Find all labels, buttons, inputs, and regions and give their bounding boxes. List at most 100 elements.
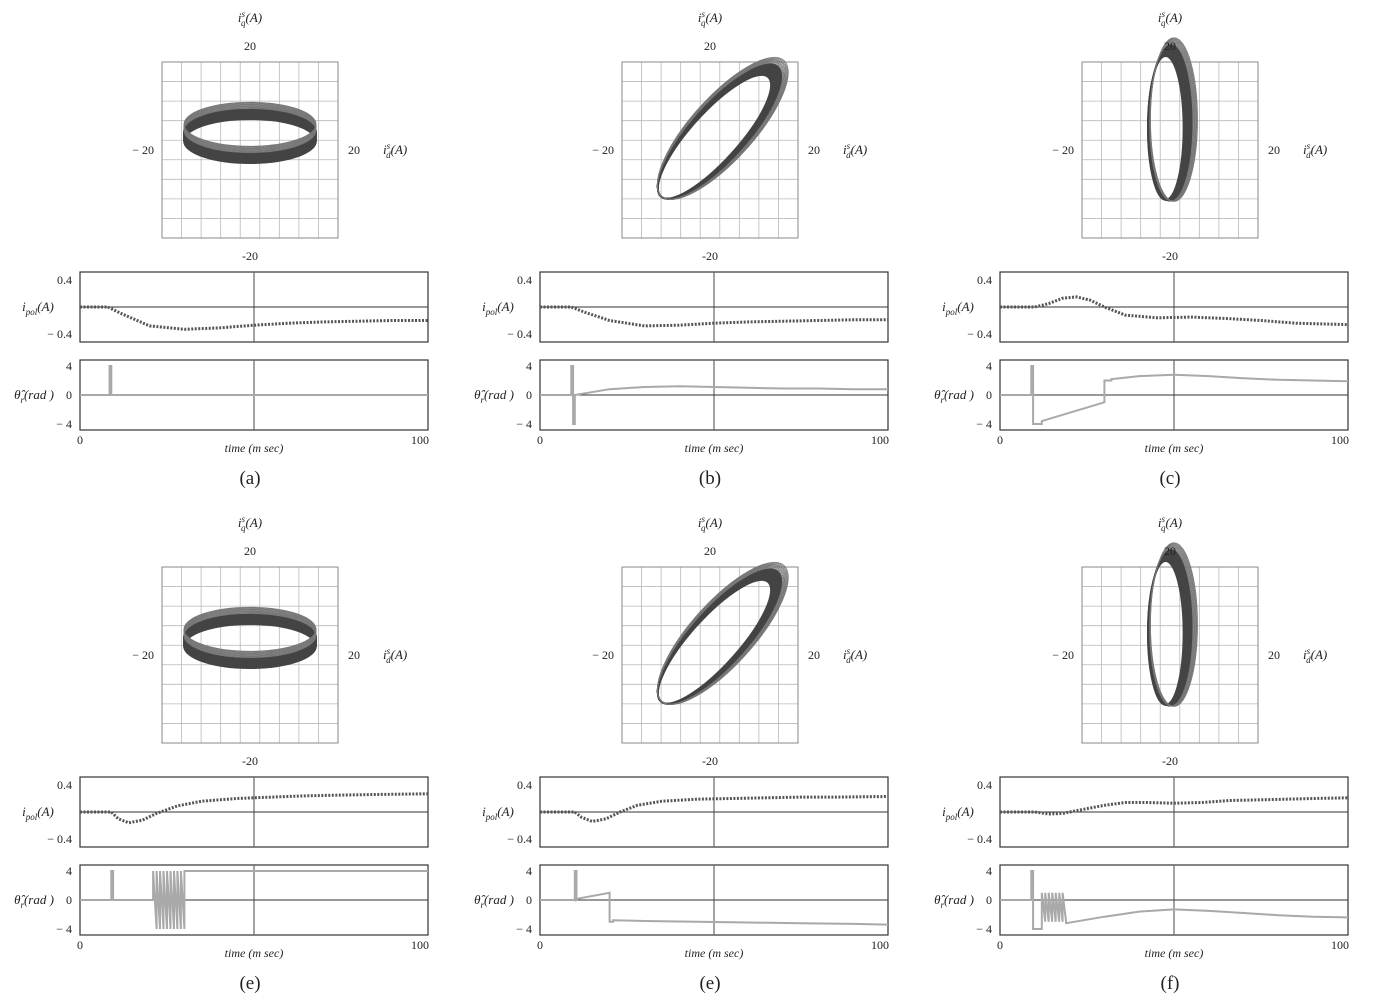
panel-caption: (e) xyxy=(239,973,260,994)
phase-ytick-bottom: -20 xyxy=(702,754,718,768)
theta-ytick-bottom: − 4 xyxy=(976,417,992,431)
ipol-plot-0 xyxy=(79,271,429,343)
phase-xtick-left: − 20 xyxy=(132,648,154,662)
phase-ytick-bottom: -20 xyxy=(1162,249,1178,263)
phase-ytick-top: 20 xyxy=(704,39,716,53)
phase-ylabel: is q(A) xyxy=(698,514,722,533)
phase-xtick-right: 20 xyxy=(1268,648,1280,662)
ipol-ylabel: ipol(A) xyxy=(482,804,514,822)
theta-series xyxy=(540,365,888,425)
ipol-ytick-bottom: − 0.4 xyxy=(967,832,992,846)
ipol-series xyxy=(80,792,429,825)
phase-ytick-bottom: -20 xyxy=(242,754,258,768)
theta-ytick-bottom: − 4 xyxy=(56,417,72,431)
theta-ylabel: θ̂r(rad ) xyxy=(934,387,974,405)
phase-frame xyxy=(1081,61,1259,239)
theta-xtick-right: 100 xyxy=(411,938,429,952)
theta-plot-1 xyxy=(539,359,889,431)
theta-ylabel: θ̂r(rad ) xyxy=(474,387,514,405)
ipol-ytick-top: 0.4 xyxy=(977,273,992,287)
theta-ytick-top: 4 xyxy=(986,864,992,878)
theta-series xyxy=(540,870,889,926)
phase-frame xyxy=(621,61,799,239)
theta-ytick-bottom: − 4 xyxy=(516,922,532,936)
phase-orbit xyxy=(1150,542,1198,707)
phase-xtick-right: 20 xyxy=(808,648,820,662)
theta-series xyxy=(1000,365,1349,425)
phase-frame xyxy=(161,566,339,744)
theta-series xyxy=(80,365,428,396)
phase-ylabel: is q(A) xyxy=(238,9,262,28)
phase-xtick-left: − 20 xyxy=(1052,143,1074,157)
ipol-plot-4 xyxy=(539,776,889,848)
phase-orbit xyxy=(656,56,789,200)
theta-ytick-bottom: − 4 xyxy=(56,922,72,936)
phase-xtick-left: − 20 xyxy=(592,648,614,662)
theta-xtick-right: 100 xyxy=(411,433,429,447)
theta-ytick-top: 4 xyxy=(986,359,992,373)
phase-xtick-right: 20 xyxy=(348,143,360,157)
phase-plot-2 xyxy=(1081,37,1259,239)
theta-xtick-left: 0 xyxy=(997,938,1003,952)
phase-orbit xyxy=(656,561,789,705)
theta-ytick-mid: 0 xyxy=(66,388,72,402)
theta-plot-3 xyxy=(79,864,429,936)
phase-orbit xyxy=(656,575,776,705)
phase-orbit xyxy=(657,579,772,705)
ipol-plot-3 xyxy=(79,776,429,848)
theta-ytick-top: 4 xyxy=(66,864,72,878)
ipol-series xyxy=(1000,295,1349,327)
theta-plot-4 xyxy=(539,864,889,936)
ipol-ytick-top: 0.4 xyxy=(57,778,72,792)
theta-xtick-left: 0 xyxy=(997,433,1003,447)
phase-ytick-bottom: -20 xyxy=(242,249,258,263)
theta-xlabel: time (m sec) xyxy=(1145,946,1204,960)
theta-xlabel: time (m sec) xyxy=(1145,441,1204,455)
theta-ytick-mid: 0 xyxy=(526,388,532,402)
theta-xtick-right: 100 xyxy=(871,938,889,952)
ipol-plot-2 xyxy=(999,271,1349,343)
phase-orbit xyxy=(656,70,776,200)
theta-ylabel: θ̂r(rad ) xyxy=(934,892,974,910)
phase-orbit xyxy=(657,74,772,200)
theta-ytick-mid: 0 xyxy=(526,893,532,907)
phase-xtick-left: − 20 xyxy=(132,143,154,157)
phase-plot-3 xyxy=(161,566,339,744)
theta-ytick-mid: 0 xyxy=(986,893,992,907)
phase-orbit xyxy=(656,575,776,705)
phase-ytick-top: 20 xyxy=(244,39,256,53)
panel-caption: (b) xyxy=(699,468,721,489)
phase-xtick-left: − 20 xyxy=(1052,648,1074,662)
theta-xtick-left: 0 xyxy=(537,938,543,952)
theta-xlabel: time (m sec) xyxy=(685,441,744,455)
theta-ytick-top: 4 xyxy=(526,864,532,878)
phase-ytick-top: 20 xyxy=(704,544,716,558)
phase-xlabel: is d(A) xyxy=(1303,646,1327,665)
phase-xtick-right: 20 xyxy=(1268,143,1280,157)
ipol-series xyxy=(540,305,888,328)
theta-series xyxy=(1000,870,1349,930)
ipol-series xyxy=(1000,796,1349,816)
phase-orbit xyxy=(183,101,317,147)
phase-xtick-right: 20 xyxy=(808,143,820,157)
phase-ylabel: is q(A) xyxy=(1158,9,1182,28)
theta-ylabel: θ̂r(rad ) xyxy=(14,892,54,910)
phase-frame xyxy=(1081,566,1259,744)
phase-orbit xyxy=(657,577,774,705)
ipol-plot-1 xyxy=(539,271,889,343)
phase-ytick-bottom: -20 xyxy=(1162,754,1178,768)
theta-xtick-left: 0 xyxy=(77,938,83,952)
theta-ytick-bottom: − 4 xyxy=(516,417,532,431)
phase-ylabel: is q(A) xyxy=(698,9,722,28)
phase-xtick-right: 20 xyxy=(348,648,360,662)
phase-plot-1 xyxy=(621,56,799,239)
ipol-ytick-bottom: − 0.4 xyxy=(967,327,992,341)
ipol-plot-5 xyxy=(999,776,1349,848)
ipol-ytick-top: 0.4 xyxy=(517,273,532,287)
ipol-ytick-top: 0.4 xyxy=(57,273,72,287)
theta-xtick-left: 0 xyxy=(537,433,543,447)
theta-series xyxy=(80,870,428,930)
phase-ytick-top: 20 xyxy=(1164,39,1176,53)
theta-xlabel: time (m sec) xyxy=(685,946,744,960)
theta-ytick-mid: 0 xyxy=(986,388,992,402)
